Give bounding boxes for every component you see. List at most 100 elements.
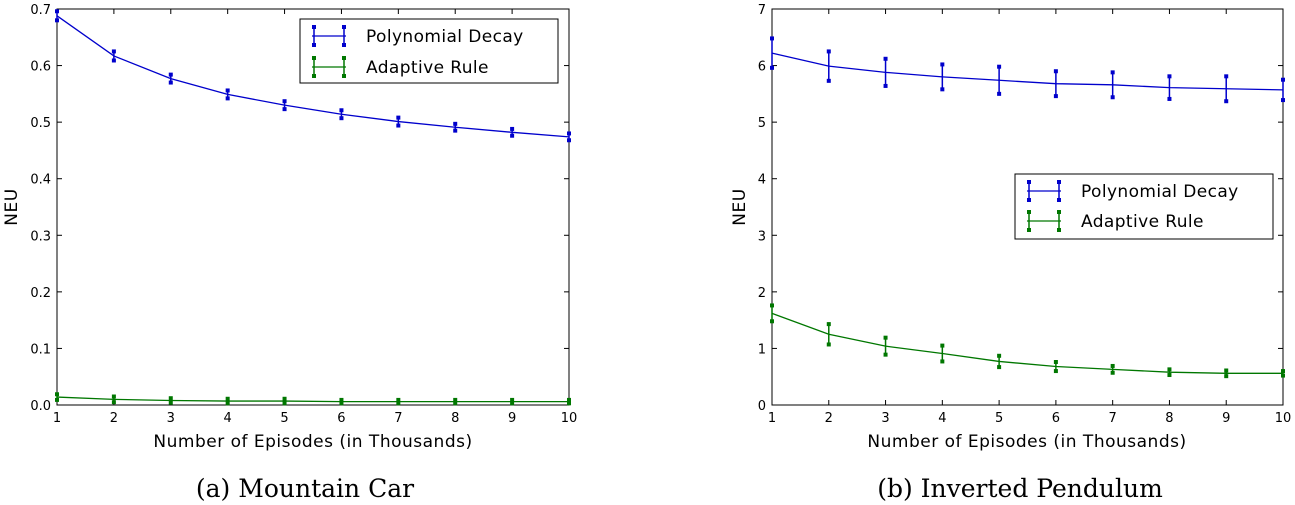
y-tick-label: 0.3 [30,229,51,244]
y-tick-labels: 0 1 2 3 4 5 6 7 [758,3,766,414]
x-tick-label: 5 [995,411,1003,426]
error-bar-adaptive-rule [111,394,116,405]
y-tick-label: 0.2 [30,286,51,301]
x-tick-label: 3 [167,411,175,426]
x-axis-label: Number of Episodes (in Thousands) [867,432,1186,452]
y-tick-label: 4 [758,173,766,188]
error-bar-adaptive-rule [339,397,344,406]
error-bar-polynomial-decay [883,56,888,88]
x-tick-label: 10 [1275,411,1292,426]
y-tick-label: 0.6 [30,60,51,75]
error-bar-adaptive-rule [997,353,1002,370]
legend-label-adaptive-rule: Adaptive Rule [1081,212,1204,232]
error-bar-polynomial-decay [1167,74,1172,101]
legend-handle-polynomial-decay [312,25,346,47]
y-tick-label: 0 [758,399,766,414]
x-tick-labels: 1 2 3 4 5 6 7 8 9 10 [768,411,1291,426]
y-tick-label: 7 [758,3,766,18]
error-bar-polynomial-decay [111,49,116,63]
series-line-polynomial-decay [56,15,570,138]
x-tick-label: 2 [110,411,118,426]
series-layer [770,36,1285,379]
y-tick-label: 0.4 [30,173,51,188]
x-tick-label: 7 [394,411,402,426]
series-line-adaptive-rule [56,396,569,403]
legend-label-adaptive-rule: Adaptive Rule [366,58,489,78]
error-bar-polynomial-decay [396,115,401,128]
error-bar-polynomial-decay [168,72,173,85]
x-tick-label: 1 [768,411,776,426]
error-bar-adaptive-rule [1224,368,1229,379]
error-bar-adaptive-rule [1281,369,1285,378]
error-bar-adaptive-rule [225,396,230,406]
y-tick-label: 1 [758,342,766,357]
error-bar-adaptive-rule [1167,367,1172,378]
error-bar-adaptive-rule [55,392,59,402]
error-bar-polynomial-decay [826,49,831,83]
x-tick-label: 8 [1165,411,1173,426]
x-tick-label: 4 [224,411,232,426]
y-tick-label: 0.5 [30,116,51,131]
error-bar-polynomial-decay [1281,77,1285,103]
error-bar-polynomial-decay [225,88,230,101]
x-tick-label: 1 [53,411,61,426]
chart-mountain-car: 1 2 3 4 5 6 7 8 9 10 0.0 0.1 0.2 0.3 0.4 0.5 0.6 0.7 Num… [2,3,577,503]
x-tick-labels: 1 2 3 4 5 6 7 8 9 10 [53,411,577,426]
plot-frame [771,8,1284,406]
series-layer [55,9,571,406]
y-tick-label: 3 [758,229,766,244]
series-line-polynomial-decay [771,52,1284,91]
y-tick-label: 0.1 [30,342,51,357]
error-bar-adaptive-rule [396,397,401,406]
plot-frame [56,8,570,406]
x-tick-label: 4 [938,411,946,426]
y-tick-labels: 0.0 0.1 0.2 0.3 0.4 0.5 0.6 0.7 [30,3,51,414]
y-axis-label: NEU [730,188,750,225]
series-polynomial-decay [55,9,571,143]
chart-caption: (b) Inverted Pendulum [877,474,1163,503]
error-bar-polynomial-decay [282,99,287,112]
y-tick-label: 0.0 [30,399,51,414]
error-bar-adaptive-rule [940,343,945,364]
error-bar-polynomial-decay [567,131,571,143]
series-polynomial-decay [770,36,1285,104]
error-bar-polynomial-decay [1053,69,1058,99]
x-tick-label: 7 [1109,411,1117,426]
x-axis-label: Number of Episodes (in Thousands) [153,432,472,452]
x-tick-label: 6 [1052,411,1060,426]
x-tick-label: 5 [280,411,288,426]
x-tick-label: 6 [337,411,345,426]
x-tick-label: 2 [825,411,833,426]
error-bar-adaptive-rule [453,397,458,406]
x-tick-label: 3 [881,411,889,426]
y-tick-label: 0.7 [30,3,51,18]
error-bar-polynomial-decay [1224,74,1229,104]
chart-caption: (a) Mountain Car [196,474,414,503]
legend-box [299,18,559,84]
x-tick-label: 8 [451,411,459,426]
error-bar-polynomial-decay [510,126,515,138]
error-bar-adaptive-rule [883,335,888,357]
y-tick-label: 5 [758,116,766,131]
error-bar-adaptive-rule [282,396,287,406]
legend-label-polynomial-decay: Polynomial Decay [1081,182,1239,202]
series-line-adaptive-rule [771,312,1283,374]
error-bar-adaptive-rule [1053,360,1058,374]
legend-handle-adaptive-rule [312,56,346,78]
error-bar-polynomial-decay [940,62,945,92]
error-bar-adaptive-rule [168,396,173,405]
x-tick-label: 10 [561,411,578,426]
tick-marks [771,8,1284,406]
legend: Polynomial Decay Adaptive Rule [1014,173,1274,240]
error-bar-adaptive-rule [510,397,515,406]
error-bar-polynomial-decay [55,9,59,23]
error-bar-adaptive-rule [770,303,774,324]
legend: Polynomial Decay Adaptive Rule [299,18,559,84]
legend-label-polynomial-decay: Polynomial Decay [366,27,524,47]
series-adaptive-rule [770,303,1285,379]
x-tick-label: 9 [1222,411,1230,426]
error-bar-polynomial-decay [339,108,344,121]
error-bar-adaptive-rule [1110,363,1115,375]
